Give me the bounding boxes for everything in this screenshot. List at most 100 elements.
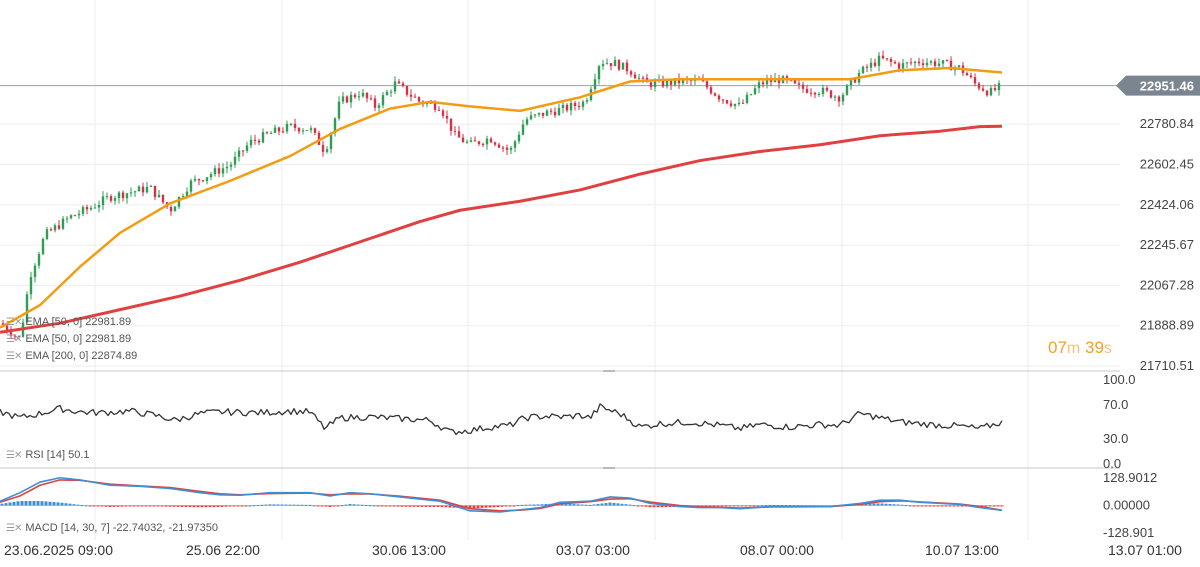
macd-histogram-bar: [868, 503, 872, 506]
macd-histogram-bar: [156, 505, 160, 507]
macd-histogram-bar: [148, 505, 152, 507]
macd-histogram-bar: [760, 505, 764, 507]
candle-body: [365, 92, 369, 99]
macd-histogram-bar: [728, 505, 732, 507]
legend-eye-icon[interactable]: ☰✕: [6, 449, 22, 461]
candle-body: [621, 62, 625, 70]
macd-histogram-bar: [992, 505, 996, 507]
candle-body: [305, 130, 309, 132]
candle-body: [289, 123, 293, 125]
macd-histogram-bar: [984, 505, 988, 507]
candle-body: [189, 180, 193, 192]
macd-tick-label: -128.901: [1103, 525, 1154, 540]
candle-body: [65, 218, 69, 220]
macd-histogram-bar: [796, 505, 800, 507]
candle-body: [945, 60, 949, 62]
candle-body: [213, 168, 217, 175]
rsi-tick-label: 70.0: [1103, 397, 1128, 412]
macd-histogram-bar: [104, 505, 108, 507]
macd-histogram-bar: [724, 505, 728, 507]
candle-body: [701, 79, 705, 82]
candle-body: [337, 101, 341, 119]
candle-body: [281, 131, 285, 133]
candle-body: [217, 168, 221, 174]
candle-body: [613, 60, 617, 67]
legend-eye-icon[interactable]: ☰✕: [6, 350, 22, 362]
macd-histogram-bar: [928, 505, 932, 507]
macd-histogram-bar: [504, 505, 508, 507]
candle-body: [661, 79, 665, 87]
candle-body: [393, 81, 397, 92]
macd-histogram-bar: [468, 505, 472, 509]
candle-body: [101, 196, 105, 205]
macd-histogram-bar: [660, 505, 664, 508]
candle-body: [93, 207, 97, 209]
legend-rsi[interactable]: ☰✕ RSI [14] 50.1: [6, 449, 90, 461]
candle-body: [521, 124, 525, 135]
legend-ema50-a[interactable]: ☰✕ EMA [50, 0] 22981.89: [6, 316, 131, 328]
x-tick-label: 30.06 13:00: [372, 542, 446, 558]
macd-histogram-bar: [892, 504, 896, 506]
macd-histogram-bar: [188, 505, 192, 508]
legend-eye-icon[interactable]: ☰✕: [6, 333, 22, 345]
macd-histogram-bar: [196, 505, 200, 508]
macd-histogram-bar: [536, 504, 540, 506]
macd-histogram-bar: [888, 504, 892, 506]
macd-histogram-bar: [68, 503, 72, 506]
candle-body: [505, 147, 509, 150]
macd-histogram-bar: [384, 505, 388, 507]
macd-histogram-bar: [336, 505, 340, 507]
macd-histogram-bar: [192, 505, 196, 508]
candle-body: [873, 62, 877, 66]
candle-body: [341, 96, 345, 102]
price-pane[interactable]: [0, 50, 1120, 341]
macd-histogram-bar: [84, 505, 88, 507]
candle-body: [153, 185, 157, 198]
macd-histogram-bar: [924, 505, 928, 507]
candle-body: [461, 137, 465, 143]
legend-eye-icon[interactable]: ☰✕: [6, 316, 22, 328]
macd-histogram-bar: [212, 505, 216, 508]
candle-body: [997, 83, 1001, 91]
macd-histogram-bar: [436, 505, 440, 507]
macd-histogram-bar: [608, 502, 612, 506]
candle-body: [581, 101, 585, 107]
macd-histogram-bar: [664, 505, 668, 508]
macd-histogram-bar: [620, 503, 624, 506]
legend-eye-icon[interactable]: ☰✕: [6, 522, 22, 534]
macd-histogram-bar: [792, 505, 796, 507]
macd-tick-label: 128.9012: [1103, 470, 1157, 485]
macd-histogram-bar: [592, 504, 596, 506]
macd-histogram-bar: [908, 505, 912, 507]
legend-macd[interactable]: ☰✕ MACD [14, 30, 7] -22.74032, -21.97350: [6, 522, 218, 534]
macd-histogram-bar: [92, 505, 96, 507]
candle-body: [193, 178, 197, 181]
candle-body: [61, 218, 65, 229]
pane-divider-handle[interactable]: [603, 370, 615, 372]
candle-body: [561, 104, 565, 109]
macd-histogram-bar: [352, 504, 356, 506]
macd-histogram-bar: [96, 505, 100, 507]
candle-body: [125, 193, 129, 199]
candle-body: [637, 77, 641, 79]
candle-body: [793, 80, 797, 84]
candle-body: [229, 164, 233, 167]
macd-histogram-bar: [248, 505, 252, 507]
candle-body: [397, 81, 401, 84]
legend-ema200[interactable]: ☰✕ EMA [200, 0] 22874.89: [6, 350, 137, 362]
pane-divider-handle[interactable]: [603, 467, 615, 469]
candle-body: [325, 149, 329, 152]
macd-histogram-bar: [80, 505, 84, 507]
macd-histogram-bar: [228, 505, 232, 507]
legend-ema50-b[interactable]: ☰✕ EMA [50, 0] 22981.89: [6, 333, 131, 345]
candle-body: [113, 198, 117, 201]
candle-body: [713, 93, 717, 96]
macd-histogram-bar: [160, 505, 164, 507]
macd-histogram-bar: [640, 505, 644, 507]
candle-body: [41, 238, 45, 255]
macd-pane[interactable]: [0, 476, 1004, 513]
macd-histogram-bar: [444, 505, 448, 508]
candle-body: [33, 265, 37, 278]
rsi-pane[interactable]: [0, 403, 1003, 436]
